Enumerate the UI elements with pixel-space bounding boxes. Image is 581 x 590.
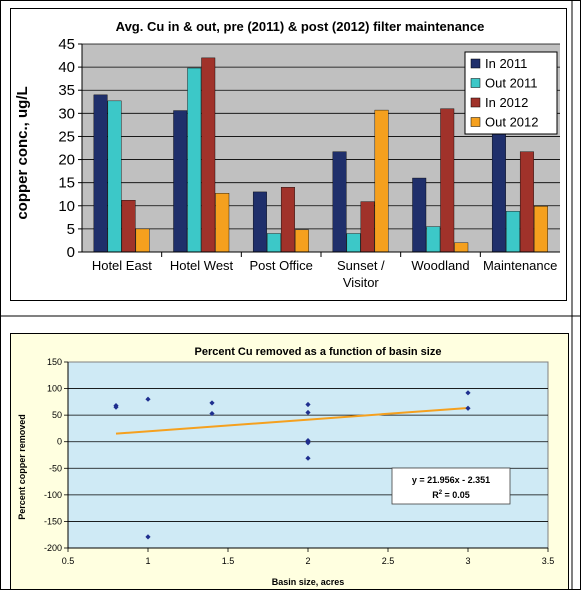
r2-value: = 0.05 [442,490,470,500]
x-tick-label: 1.5 [222,556,235,566]
x-tick-label: 2.5 [382,556,395,566]
x-tick-label: 0.5 [62,556,75,566]
bar [107,100,122,253]
x-tick-label: 2 [305,556,310,566]
y-tick-label: 0 [57,437,62,447]
trendline-equation: y = 21.956x - 2.351 [412,475,490,485]
legend-swatch [470,58,481,69]
trendline-equation-box [391,467,511,505]
y-tick-label: 40 [58,59,75,76]
r2-prefix: R [432,490,439,500]
x-tick-label: 1 [145,556,150,566]
y-tick-label: -100 [44,490,62,500]
bar [454,242,469,253]
legend-swatch [470,97,481,108]
bar [294,229,309,253]
data-point [465,405,471,411]
x-tick-label: Post Office [249,258,312,273]
bar-chart: Avg. Cu in & out, pre (2011) & post (201… [10,8,567,301]
data-point [209,400,215,406]
x-tick-label: Hotel West [170,258,234,273]
legend-label: In 2012 [485,95,528,110]
trendline-r2: R2 = 0.05 [432,490,470,500]
x-tick-label: 3.5 [542,556,555,566]
bar [173,110,188,253]
data-point [305,401,311,408]
x-tick-label: Hotel East [92,258,152,273]
bar [280,187,295,253]
bar [360,201,375,253]
y-tick-label: 150 [47,357,62,367]
data-point [113,404,119,410]
y-tick-label: 0 [67,244,75,261]
bar-chart-title: Avg. Cu in & out, pre (2011) & post (201… [116,19,485,34]
y-tick-label: 15 [58,175,75,192]
legend-swatch [470,117,481,127]
data-point [465,390,471,396]
r2-superscript: 2 [439,490,443,496]
scatter-chart-title: Percent Cu removed as a function of basi… [195,346,442,358]
y-tick-label: 100 [47,384,62,394]
y-tick-label: 45 [58,36,75,53]
scatter-chart: Percent Cu removed as a function of basi… [10,333,569,590]
scatter-x-label: Basin size, acres [272,577,345,587]
y-tick-label: 30 [58,105,75,122]
data-point [305,409,311,416]
scatter-plot-area [67,361,549,549]
bar [121,200,136,253]
bar [412,177,427,253]
y-tick-label: 35 [58,82,75,99]
bar [491,117,506,253]
y-tick-label: 10 [58,198,75,215]
scatter-y-label: Percent copper removed [17,414,27,520]
data-point [209,410,215,417]
x-tick-label: Woodland [411,258,469,273]
y-tick-label: 5 [67,221,75,238]
bar [266,233,281,253]
y-tick-label: 50 [52,410,62,420]
legend-label: In 2011 [485,56,527,71]
legend-label: Out 2011 [485,76,538,91]
bar [533,206,548,253]
data-point [305,440,311,446]
data-point [305,455,311,461]
bar [201,57,216,253]
x-tick-label: Maintenance [483,258,557,273]
bar [187,67,202,253]
y-tick-label: -200 [44,543,62,553]
data-point [145,534,151,540]
trendline [115,406,469,435]
bar [252,191,267,253]
bar [519,151,534,253]
bar [332,151,347,253]
bar [374,109,389,253]
x-tick-label: Visitor [343,275,380,290]
bar [440,108,455,253]
legend-label: Out 2012 [485,115,539,130]
x-tick-label: 3 [465,556,470,566]
y-tick-label: -50 [49,463,62,473]
data-point [145,396,151,402]
bar [346,233,361,253]
y-tick-label: -150 [44,516,62,526]
bar-chart-y-label: copper conc., ug/L [14,86,31,219]
bar [135,228,150,253]
y-tick-label: 20 [58,152,75,169]
bar [505,211,520,253]
legend-swatch [470,78,481,88]
y-tick-label: 25 [58,128,75,145]
bar [426,226,441,253]
x-tick-label: Sunset / [337,258,385,273]
bar [215,193,230,253]
bar [93,94,108,253]
legend [464,51,558,135]
